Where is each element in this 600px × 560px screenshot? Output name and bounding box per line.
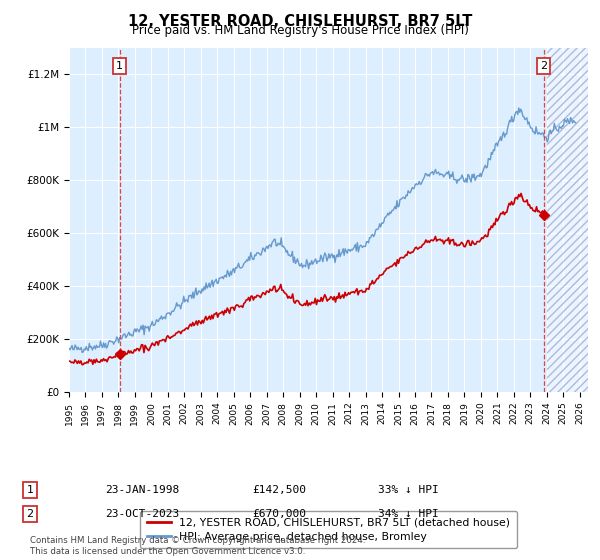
Text: Contains HM Land Registry data © Crown copyright and database right 2024.
This d: Contains HM Land Registry data © Crown c… — [30, 536, 365, 556]
Text: Price paid vs. HM Land Registry's House Price Index (HPI): Price paid vs. HM Land Registry's House … — [131, 24, 469, 37]
Text: 23-OCT-2023: 23-OCT-2023 — [105, 509, 179, 519]
Text: £670,000: £670,000 — [252, 509, 306, 519]
Text: 34% ↓ HPI: 34% ↓ HPI — [378, 509, 439, 519]
Text: 12, YESTER ROAD, CHISLEHURST, BR7 5LT: 12, YESTER ROAD, CHISLEHURST, BR7 5LT — [128, 14, 472, 29]
Text: 1: 1 — [116, 61, 123, 71]
Bar — [547, 48, 588, 392]
Bar — [547, 48, 588, 392]
Text: 33% ↓ HPI: 33% ↓ HPI — [378, 485, 439, 495]
Legend: 12, YESTER ROAD, CHISLEHURST, BR7 5LT (detached house), HPI: Average price, deta: 12, YESTER ROAD, CHISLEHURST, BR7 5LT (d… — [140, 511, 517, 548]
Text: 2: 2 — [26, 509, 34, 519]
Text: 1: 1 — [26, 485, 34, 495]
Text: 2: 2 — [540, 61, 547, 71]
Text: 23-JAN-1998: 23-JAN-1998 — [105, 485, 179, 495]
Text: £142,500: £142,500 — [252, 485, 306, 495]
